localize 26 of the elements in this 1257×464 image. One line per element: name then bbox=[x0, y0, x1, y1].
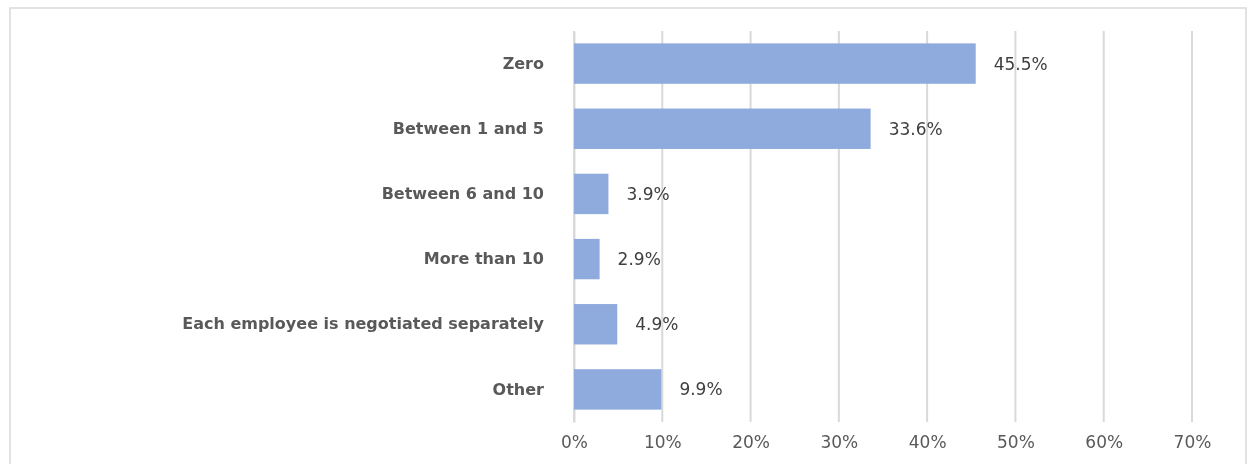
bar bbox=[574, 304, 618, 345]
bar bbox=[574, 108, 871, 149]
x-tick-label: 0% bbox=[561, 432, 588, 453]
data-label: 3.9% bbox=[626, 183, 670, 204]
data-label: 2.9% bbox=[617, 249, 661, 270]
data-label: 4.9% bbox=[635, 314, 679, 335]
bar bbox=[574, 238, 600, 280]
x-tick-label: 70% bbox=[1173, 432, 1212, 453]
x-tick-label: 10% bbox=[643, 432, 682, 453]
bar bbox=[574, 43, 976, 84]
y-tick-label: Zero bbox=[502, 53, 544, 73]
y-tick-label: Between 1 and 5 bbox=[392, 118, 544, 138]
bar bbox=[574, 173, 609, 215]
data-label: 9.9% bbox=[679, 379, 723, 400]
data-label: 45.5% bbox=[993, 53, 1048, 74]
x-tick-label: 60% bbox=[1085, 432, 1124, 453]
x-tick-label: 50% bbox=[997, 432, 1035, 453]
y-tick-label: More than 10 bbox=[423, 249, 544, 269]
x-tick-label: 40% bbox=[908, 432, 947, 453]
y-tick-label: Each employee is negotiated separately bbox=[182, 314, 545, 334]
data-label: 33.6% bbox=[888, 118, 943, 139]
y-tick-label: Between 6 and 10 bbox=[381, 184, 544, 204]
x-tick-label: 30% bbox=[820, 432, 859, 453]
bar bbox=[574, 369, 662, 410]
x-tick-label: 20% bbox=[732, 432, 770, 453]
y-tick-label: Other bbox=[492, 379, 545, 399]
